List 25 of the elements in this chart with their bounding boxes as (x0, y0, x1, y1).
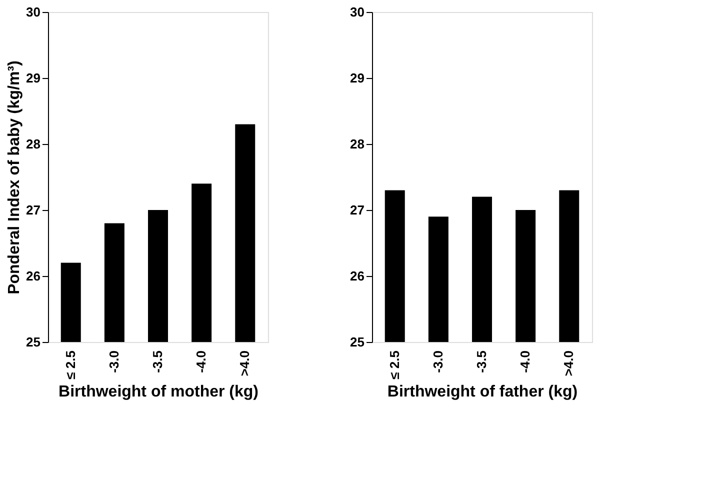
x-tick-label: -4.0 (194, 350, 209, 373)
x-axis-title: Birthweight of father (kg) (387, 383, 578, 400)
x-tick-label: >4.0 (237, 350, 252, 376)
y-tick-label: 29 (26, 70, 40, 86)
y-tick-label: 30 (26, 4, 40, 20)
x-tick-label: >4.0 (561, 350, 576, 376)
y-tick-label: 25 (26, 334, 40, 350)
y-tick-label: 27 (350, 202, 364, 218)
y-tick-label: 28 (26, 136, 40, 152)
y-tick-label: 30 (350, 4, 364, 20)
x-tick-label: -3.5 (474, 350, 489, 373)
y-tick-label: 25 (350, 334, 364, 350)
x-tick-label: -3.0 (430, 350, 446, 373)
y-tick-label: 26 (26, 268, 40, 284)
y-tick-label: 26 (350, 268, 364, 284)
y-tick-label: 28 (350, 136, 364, 152)
x-tick-label: ≤ 2.5 (62, 350, 78, 380)
x-tick-label: ≤ 2.5 (386, 350, 402, 380)
x-axis-title: Birthweight of mother (kg) (58, 383, 258, 400)
y-axis-title: Ponderal Index of baby (kg/m³) (6, 60, 24, 294)
y-tick-label: 27 (26, 202, 40, 218)
x-tick-label: -3.5 (150, 350, 165, 373)
y-tick-label: 29 (350, 70, 364, 86)
x-tick-label: -4.0 (518, 350, 533, 373)
x-tick-label: -3.0 (106, 350, 122, 373)
